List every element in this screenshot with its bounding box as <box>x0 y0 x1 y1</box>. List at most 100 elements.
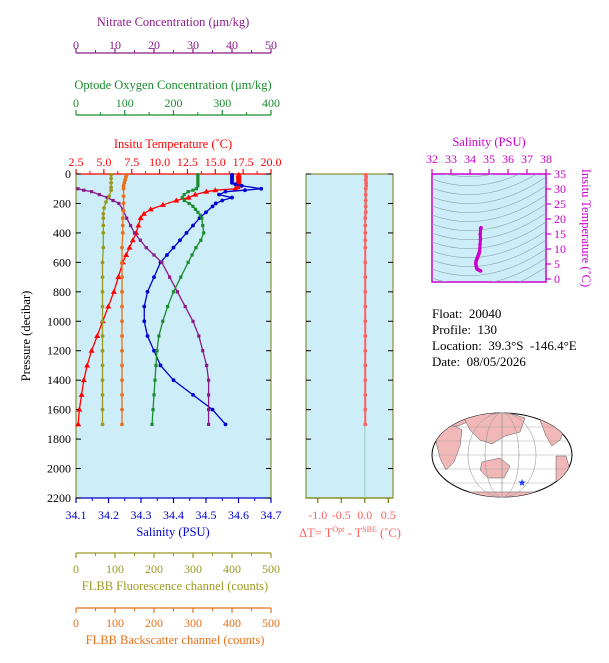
dt-data-point <box>363 210 368 215</box>
ts-salinity-tick-label: 33 <box>445 152 457 166</box>
backscatter-data-point <box>120 216 125 221</box>
oxygen-data-point <box>161 319 165 323</box>
location-label: Location: <box>432 338 482 353</box>
backscatter-data-point <box>120 422 124 427</box>
oxygen-data-point <box>201 223 205 228</box>
ts-data-point <box>478 237 483 242</box>
temperature-data-point <box>105 303 112 309</box>
salinity-data-point <box>191 223 195 228</box>
temperature-data-point <box>232 185 239 191</box>
pressure-tick-label: 1600 <box>47 403 71 417</box>
temperature-data-point <box>212 187 219 193</box>
temperature-data-point <box>159 201 166 207</box>
backscatter-data-point <box>121 201 126 206</box>
backscatter-tick-label: 100 <box>106 616 124 630</box>
backscatter-tick-label: 0 <box>73 616 79 630</box>
temperature-tick-label: 10.0 <box>149 155 170 169</box>
fluorescence-tick-label: 500 <box>262 562 280 576</box>
pressure-tick-label: 600 <box>53 255 71 269</box>
oxygen-data-point <box>196 181 200 185</box>
oxygen-data-point <box>166 304 170 309</box>
date-label: Date: <box>432 354 461 369</box>
oxygen-tick-label: 300 <box>213 96 231 110</box>
ts-density-contour <box>432 230 546 258</box>
oxygen-data-point <box>196 210 200 214</box>
nitrate-tick-label: 30 <box>187 38 199 52</box>
oxygen-data-point <box>190 253 194 257</box>
float-label: Float: <box>432 306 463 321</box>
salinity-tick-label: 34.7 <box>261 508 282 522</box>
ts-salinity-tick-label: 36 <box>502 152 514 166</box>
backscatter-data-point <box>121 186 126 191</box>
fluorescence-tick-label: 300 <box>184 562 202 576</box>
ts-density-contour <box>432 239 546 267</box>
dt-data-point <box>363 304 368 309</box>
nitrate-data-point <box>197 334 201 338</box>
pressure-axis-title: Pressure (decibar) <box>19 291 33 382</box>
ts-salinity-tick-label: 38 <box>540 152 552 166</box>
oxygen-data-point <box>191 188 195 192</box>
nitrate-data-point <box>144 246 148 250</box>
nitrate-data-point <box>152 253 156 257</box>
ts-temperature-tick-label: 0 <box>554 272 560 286</box>
nitrate-axis-title: Nitrate Concentration (μm/kg) <box>97 15 250 29</box>
salinity-data-point <box>171 245 176 250</box>
fluorescence-data-point <box>109 176 113 181</box>
salinity-data-point <box>239 183 244 188</box>
float-info-line: Float: 20040 <box>432 306 501 322</box>
fluorescence-data-point <box>100 260 105 265</box>
salinity-data-point <box>184 231 189 235</box>
backscatter-data-point <box>120 260 124 265</box>
oxygen-data-point <box>194 246 198 250</box>
ts-density-contour <box>432 257 546 282</box>
world-map: ★ <box>431 412 573 498</box>
nitrate-data-point <box>207 422 211 426</box>
salinity-data-point <box>145 334 150 338</box>
backscatter-data-point <box>120 334 124 338</box>
dt-data-point <box>363 275 368 279</box>
oxygen-data-point <box>200 216 204 220</box>
salinity-data-point <box>217 192 221 197</box>
ts-salinity-tick-label: 37 <box>521 152 533 166</box>
backscatter-data-point <box>120 289 124 294</box>
pressure-tick-label: 800 <box>53 285 71 299</box>
temperature-data-point <box>126 244 133 250</box>
ts-density-contour <box>432 221 546 249</box>
salinity-data-point <box>165 253 169 257</box>
oxygen-data-point <box>186 260 190 264</box>
backscatter-data-point <box>120 304 124 309</box>
nitrate-data-point <box>201 349 205 353</box>
ts-density-contour <box>432 185 546 213</box>
oxygen-data-point <box>157 334 161 338</box>
temperature-data-point <box>137 215 144 221</box>
oxygen-data-point <box>194 187 199 191</box>
temperature-data-point <box>115 274 122 280</box>
nitrate-tick-label: 50 <box>265 38 277 52</box>
dt-data-point <box>363 260 368 265</box>
salinity-data-point <box>223 422 228 427</box>
fluorescence-tick-label: 0 <box>73 562 79 576</box>
dt-data-point <box>363 231 368 235</box>
dt-tick-label: -1.0 <box>308 508 327 522</box>
nitrate-data-point <box>138 238 142 242</box>
backscatter-tick-label: 200 <box>145 616 163 630</box>
ts-data-point <box>478 232 483 236</box>
fluorescence-data-point <box>109 185 113 190</box>
backscatter-data-point <box>121 194 126 198</box>
ts-temperature-tick-label: 35 <box>554 167 566 181</box>
oxygen-data-point <box>196 178 200 182</box>
backscatter-data-point <box>120 231 125 235</box>
fluorescence-data-point <box>101 223 106 228</box>
oxygen-data-point <box>187 201 191 206</box>
oxygen-data-point <box>151 408 155 412</box>
oxygen-data-point <box>182 193 186 197</box>
dt-data-point <box>363 223 368 228</box>
nitrate-data-point <box>168 275 172 279</box>
fluorescence-data-point <box>100 378 105 383</box>
nitrate-data-point <box>97 193 101 197</box>
salinity-tick-label: 34.1 <box>66 508 87 522</box>
temperature-data-point <box>140 210 147 216</box>
dt-data-point <box>363 245 368 250</box>
fluorescence-data-point <box>100 348 105 353</box>
salinity-data-point <box>259 186 264 191</box>
